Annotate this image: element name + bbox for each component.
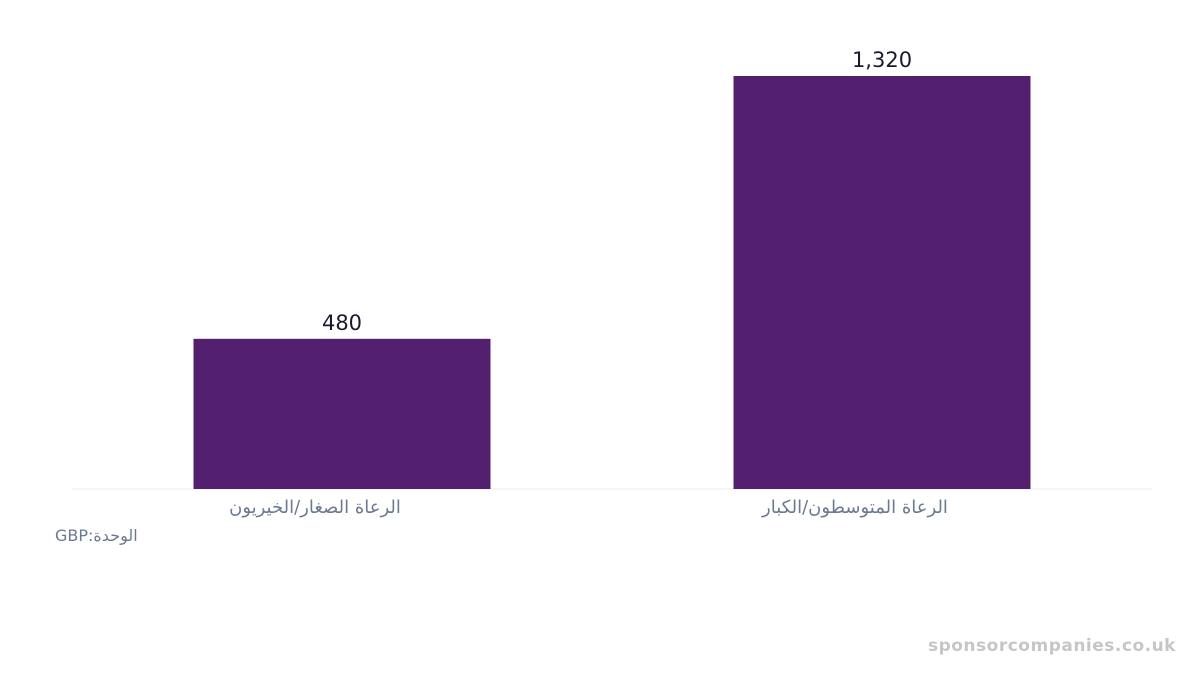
category-label: الرعاة الصغار/الخيريون [229, 497, 401, 518]
category-label: الرعاة المتوسطون/الكبار [761, 497, 948, 518]
unit-label: GBP:الوحدة [55, 526, 138, 545]
bar-value-label: 480 [322, 311, 362, 335]
bar [193, 338, 491, 489]
watermark: sponsorcompanies.co.uk [927, 636, 1176, 656]
bar [733, 76, 1031, 489]
bar-value-label: 1,320 [852, 48, 912, 72]
